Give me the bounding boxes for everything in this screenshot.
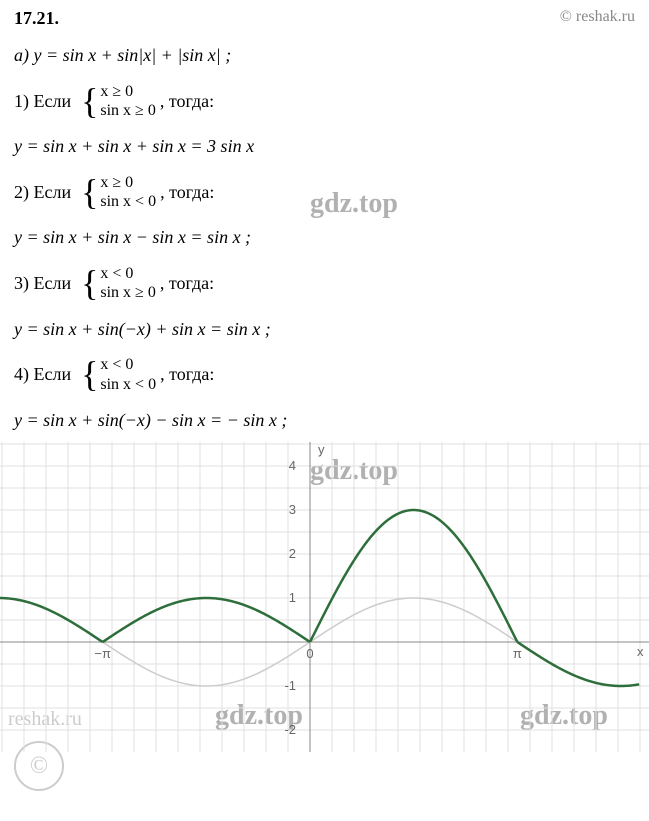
- case-2-cond2: sin x < 0: [100, 192, 156, 211]
- brace-icon: {: [81, 178, 98, 207]
- case-1-result: y = sin x + sin x + sin x = 3 sin x: [14, 132, 635, 161]
- case-3-brace: { x < 0 sin x ≥ 0: [81, 264, 156, 302]
- case-4: 4) Если { x < 0 sin x < 0 , тогда:: [14, 355, 635, 393]
- case-2-cond1: x ≥ 0: [100, 173, 156, 192]
- svg-text:2: 2: [289, 546, 296, 561]
- brace-icon: {: [81, 87, 98, 116]
- equation-text: y = sin x + sin|x| + |sin x| ;: [34, 45, 232, 65]
- case-4-num: 4) Если: [14, 360, 71, 389]
- svg-text:y: y: [318, 442, 325, 457]
- case-3-then: , тогда:: [160, 269, 214, 298]
- svg-text:-2: -2: [284, 722, 296, 737]
- part-a-equation: а) y = sin x + sin|x| + |sin x| ;: [14, 41, 635, 70]
- svg-text:x: x: [637, 644, 644, 659]
- function-chart: -2 -1 1 2 3 4 −π 0 π y x: [0, 442, 649, 752]
- brace-icon: {: [81, 360, 98, 389]
- case-3-cond2: sin x ≥ 0: [100, 283, 155, 302]
- case-3: 3) Если { x < 0 sin x ≥ 0 , тогда:: [14, 264, 635, 302]
- problem-number: 17.21.: [14, 8, 59, 29]
- case-3-cond1: x < 0: [100, 264, 155, 283]
- case-1-cond2: sin x ≥ 0: [100, 101, 155, 120]
- case-1-brace: { x ≥ 0 sin x ≥ 0: [81, 82, 156, 120]
- case-1-num: 1) Если: [14, 87, 71, 116]
- brace-icon: {: [81, 269, 98, 298]
- case-3-result: y = sin x + sin(−x) + sin x = sin x ;: [14, 315, 635, 344]
- svg-text:π: π: [513, 646, 522, 661]
- case-4-cond2: sin x < 0: [100, 375, 156, 394]
- part-a-label: а): [14, 45, 29, 65]
- case-4-cond1: x < 0: [100, 355, 156, 374]
- copyright-text: © reshak.ru: [560, 8, 635, 29]
- case-4-then: , тогда:: [160, 360, 214, 389]
- case-3-num: 3) Если: [14, 269, 71, 298]
- svg-text:3: 3: [289, 502, 296, 517]
- case-2: 2) Если { x ≥ 0 sin x < 0 , тогда:: [14, 173, 635, 211]
- case-1-cond1: x ≥ 0: [100, 82, 155, 101]
- case-2-brace: { x ≥ 0 sin x < 0: [81, 173, 156, 211]
- svg-text:0: 0: [306, 646, 313, 661]
- svg-text:−π: −π: [94, 646, 111, 661]
- case-2-num: 2) Если: [14, 178, 71, 207]
- case-4-brace: { x < 0 sin x < 0: [81, 355, 156, 393]
- chart-svg: -2 -1 1 2 3 4 −π 0 π y x: [0, 442, 649, 752]
- case-4-result: y = sin x + sin(−x) − sin x = − sin x ;: [14, 406, 635, 435]
- svg-text:4: 4: [289, 458, 296, 473]
- case-1-then: , тогда:: [160, 87, 214, 116]
- case-2-result: y = sin x + sin x − sin x = sin x ;: [14, 223, 635, 252]
- case-1: 1) Если { x ≥ 0 sin x ≥ 0 , тогда:: [14, 82, 635, 120]
- svg-text:-1: -1: [284, 678, 296, 693]
- case-2-then: , тогда:: [160, 178, 214, 207]
- svg-text:1: 1: [289, 590, 296, 605]
